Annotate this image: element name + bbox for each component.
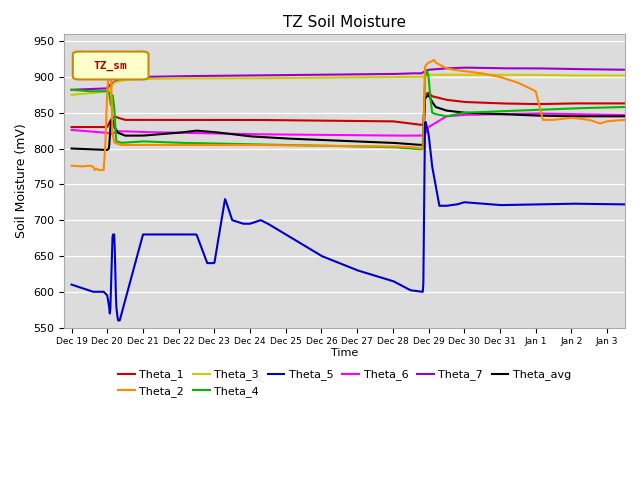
Line: Theta_6: Theta_6: [72, 113, 625, 136]
Theta_6: [510, 111, 518, 117]
Theta_5: [312, 250, 320, 255]
Line: Theta_3: Theta_3: [72, 75, 625, 95]
FancyBboxPatch shape: [73, 51, 148, 80]
Theta_6: [312, 132, 319, 138]
Theta_3: [292, 75, 300, 81]
Theta_avg: [292, 136, 300, 142]
Theta_3: [68, 92, 76, 98]
Theta_5: [422, 119, 429, 125]
Theta_5: [292, 238, 300, 243]
Theta_7: [312, 72, 319, 78]
Theta_3: [312, 75, 319, 81]
Theta_4: [68, 87, 76, 93]
Theta_1: [292, 118, 300, 123]
Theta_1: [500, 101, 508, 107]
Theta_2: [500, 75, 508, 81]
Theta_6: [532, 110, 540, 116]
Theta_1: [621, 100, 629, 106]
Theta_2: [95, 167, 102, 173]
Theta_avg: [125, 133, 132, 139]
Theta_4: [418, 146, 426, 152]
Theta_5: [621, 202, 629, 207]
Theta_avg: [621, 113, 629, 119]
Legend: Theta_1, Theta_2, Theta_3, Theta_4, Theta_5, Theta_6, Theta_7, Theta_avg: Theta_1, Theta_2, Theta_3, Theta_4, Thet…: [114, 365, 575, 401]
Theta_avg: [68, 145, 76, 151]
Theta_7: [500, 65, 508, 71]
Theta_6: [292, 132, 300, 138]
Theta_6: [390, 133, 397, 139]
Theta_avg: [500, 111, 508, 117]
Theta_avg: [103, 147, 111, 153]
Theta_5: [115, 318, 122, 324]
Theta_6: [124, 129, 132, 134]
Theta_1: [424, 90, 432, 96]
Theta_avg: [510, 112, 518, 118]
Theta_4: [510, 108, 518, 114]
Line: Theta_1: Theta_1: [72, 93, 625, 127]
Theta_avg: [424, 92, 432, 98]
Theta_7: [124, 76, 132, 82]
Theta_2: [449, 67, 456, 72]
Theta_1: [68, 124, 76, 130]
Theta_2: [68, 163, 76, 168]
Theta_4: [124, 140, 132, 145]
Text: TZ_sm: TZ_sm: [93, 60, 127, 71]
Theta_2: [510, 79, 518, 84]
X-axis label: Time: Time: [331, 348, 358, 358]
Theta_4: [449, 112, 456, 118]
Theta_2: [292, 143, 300, 148]
Theta_3: [448, 72, 456, 78]
Theta_7: [621, 67, 629, 72]
Theta_4: [312, 143, 319, 148]
Line: Theta_avg: Theta_avg: [72, 95, 625, 150]
Theta_7: [448, 65, 456, 71]
Theta_1: [448, 97, 456, 103]
Theta_4: [500, 108, 508, 114]
Theta_1: [312, 118, 319, 123]
Theta_7: [510, 65, 518, 71]
Theta_5: [68, 282, 76, 288]
Theta_2: [312, 143, 320, 148]
Theta_6: [448, 113, 456, 119]
Line: Theta_5: Theta_5: [72, 122, 625, 321]
Theta_6: [68, 127, 76, 133]
Theta_1: [124, 117, 132, 123]
Line: Theta_4: Theta_4: [72, 71, 625, 149]
Title: TZ Soil Moisture: TZ Soil Moisture: [284, 15, 406, 30]
Theta_6: [621, 112, 629, 118]
Theta_4: [621, 104, 629, 110]
Theta_4: [423, 68, 431, 73]
Theta_6: [500, 111, 508, 117]
Theta_3: [500, 72, 508, 78]
Theta_5: [449, 202, 456, 208]
Theta_2: [621, 117, 629, 123]
Theta_avg: [449, 108, 456, 114]
Theta_5: [510, 202, 518, 208]
Line: Theta_7: Theta_7: [72, 68, 625, 90]
Theta_7: [68, 87, 76, 93]
Theta_4: [292, 142, 300, 148]
Theta_3: [124, 77, 132, 83]
Theta_7: [292, 72, 300, 78]
Theta_1: [510, 101, 518, 107]
Theta_2: [125, 142, 132, 148]
Theta_3: [621, 72, 629, 78]
Y-axis label: Soil Moisture (mV): Soil Moisture (mV): [15, 123, 28, 238]
Theta_3: [510, 72, 518, 78]
Theta_3: [425, 72, 433, 78]
Theta_5: [500, 202, 508, 208]
Theta_avg: [312, 137, 320, 143]
Line: Theta_2: Theta_2: [72, 60, 625, 170]
Theta_2: [430, 57, 438, 63]
Theta_7: [461, 65, 468, 71]
Theta_5: [125, 285, 132, 290]
